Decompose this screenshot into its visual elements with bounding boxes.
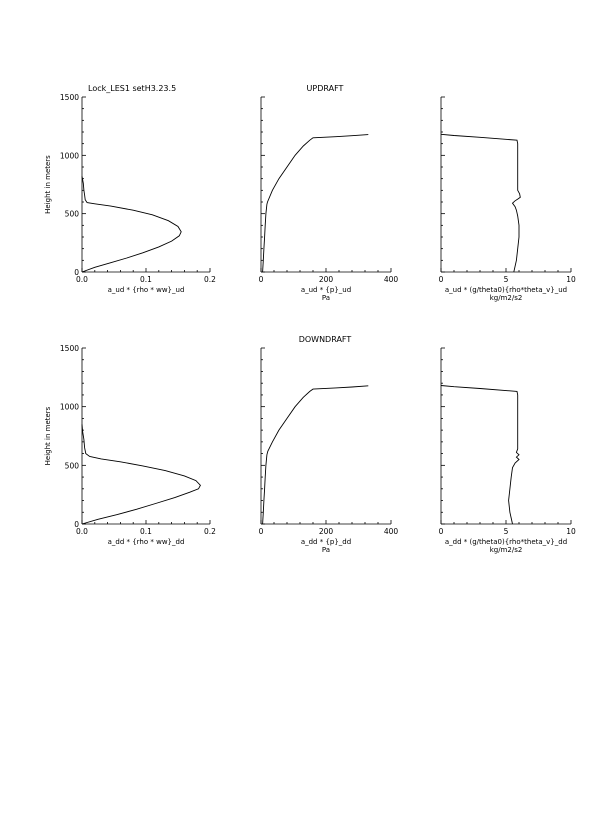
x-tick-label: 10	[566, 275, 576, 284]
y-axis-label: Height in meters	[44, 406, 52, 465]
series-line	[440, 133, 521, 273]
x-tick-label: 0.2	[204, 527, 216, 536]
panel-downdraft-1: 0.0 0.1 0.2 0 500 1000 1500 Height in meters a_d…	[44, 344, 216, 546]
x-axis-unit-label: kg/m2/s2	[490, 294, 523, 302]
x-tick-label: 0	[439, 527, 444, 536]
x-tick-label: 0	[259, 527, 264, 536]
x-axis-label: a_dd * {p}_dd	[301, 538, 351, 546]
y-tick-label: 1000	[60, 151, 79, 160]
x-tick-label: 5	[504, 527, 509, 536]
x-tick-label: 0.1	[140, 275, 152, 284]
x-tick-label: 0.1	[140, 527, 152, 536]
y-tick-label: 1000	[60, 403, 79, 412]
series-line	[81, 424, 201, 525]
x-tick-label: 400	[384, 527, 399, 536]
downdraft-title: DOWNDRAFT	[299, 335, 352, 344]
y-tick-label: 1500	[60, 344, 79, 353]
y-axis-label: Height in meters	[44, 155, 52, 214]
series-line	[440, 385, 520, 525]
panel-updraft-3: 0 5 10 a_ud * (g/theta0){rho*theta_v}_udkg/…	[439, 96, 576, 302]
panel-downdraft-3: 0 5 10 a_dd * (g/theta0){rho*theta_v}_ddkg/…	[439, 347, 576, 554]
x-tick-label: 5	[504, 275, 509, 284]
x-tick-label: 0.0	[76, 527, 88, 536]
y-tick-label: 0	[74, 268, 79, 277]
x-axis-label: a_ud * (g/theta0){rho*theta_v}_ud	[445, 286, 567, 294]
run-label: Lock_LES1 setH3.23.5	[88, 84, 176, 93]
series-line	[262, 134, 369, 273]
x-tick-label: 0	[439, 275, 444, 284]
updraft-title: UPDRAFT	[307, 84, 344, 93]
x-axis-unit-label: kg/m2/s2	[490, 546, 523, 554]
y-tick-label: 1500	[60, 93, 79, 102]
x-axis-label: a_dd * {rho * ww}_dd	[108, 538, 185, 546]
x-axis-label: a_ud * {p}_ud	[301, 286, 351, 294]
x-tick-label: 10	[566, 527, 576, 536]
x-tick-label: 200	[319, 275, 334, 284]
series-line	[262, 385, 369, 525]
x-axis-label: a_dd * (g/theta0){rho*theta_v}_dd	[445, 538, 567, 546]
x-tick-label: 200	[319, 527, 334, 536]
x-tick-label: 0.2	[204, 275, 216, 284]
y-tick-label: 0	[74, 520, 79, 529]
x-tick-label: 0.0	[76, 275, 88, 284]
y-tick-label: 500	[65, 210, 80, 219]
x-axis-unit-label: Pa	[322, 294, 330, 302]
x-axis-label: a_ud * {rho * ww}_ud	[108, 286, 185, 294]
panel-updraft-1: 0.0 0.1 0.2 0 500 1000 1500 Height in meters a_u…	[44, 93, 216, 294]
series-line	[81, 176, 182, 273]
x-tick-label: 400	[384, 275, 399, 284]
x-axis-unit-label: Pa	[322, 546, 330, 554]
y-tick-label: 500	[65, 461, 80, 470]
x-tick-label: 0	[259, 275, 264, 284]
